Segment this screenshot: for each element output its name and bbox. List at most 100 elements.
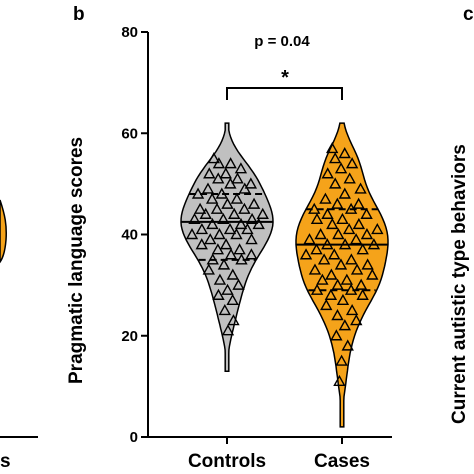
left-panel-fragment: s [0, 199, 38, 472]
data-point-cases [310, 283, 324, 295]
data-point-cases [316, 273, 329, 285]
data-point-cases [308, 263, 322, 275]
data-point-cases [350, 263, 364, 275]
data-point-cases [317, 253, 331, 265]
data-point-controls [221, 324, 235, 336]
data-point-controls [224, 177, 237, 189]
x-tick-label: Controls [188, 451, 266, 472]
data-point-controls [212, 288, 225, 300]
data-point-cases [340, 273, 354, 285]
data-point-cases [341, 339, 354, 351]
data-point-controls [205, 192, 219, 204]
data-point-cases [367, 238, 381, 250]
data-point-cases [342, 222, 356, 235]
data-point-controls [231, 172, 244, 184]
left-xlabel-fragment: s [0, 451, 11, 472]
data-point-cases [331, 197, 344, 209]
data-point-cases [330, 329, 343, 341]
data-point-controls [195, 222, 209, 235]
data-point-controls [213, 273, 227, 285]
data-point-controls [206, 253, 219, 265]
data-point-controls [201, 182, 215, 194]
data-point-controls [185, 228, 199, 240]
data-point-cases [310, 212, 324, 225]
data-point-controls [217, 258, 231, 270]
data-point-cases [349, 233, 363, 245]
y-tick-label: 80 [121, 24, 138, 41]
data-point-cases [321, 207, 334, 219]
data-point-cases [310, 243, 323, 255]
violin-controls [180, 122, 274, 372]
data-point-controls [256, 207, 269, 219]
data-point-cases [333, 374, 346, 387]
data-point-cases [319, 192, 332, 204]
data-point-controls [212, 157, 226, 169]
data-point-controls [245, 248, 258, 260]
data-point-cases [336, 293, 350, 306]
data-point-controls [244, 177, 258, 189]
left-violin-fragment [0, 199, 7, 264]
panel-label-c: c [463, 4, 474, 25]
data-point-cases [361, 258, 374, 270]
data-point-cases [324, 288, 338, 300]
significance-star: * [281, 67, 289, 89]
data-point-cases [303, 233, 316, 245]
data-point-cases [354, 278, 368, 290]
data-point-cases [299, 248, 313, 260]
data-point-controls [219, 238, 233, 250]
data-point-controls [245, 212, 259, 225]
data-point-controls [203, 167, 216, 179]
data-point-cases [371, 222, 384, 235]
y-axis-label: Pragmatic language scores [66, 137, 87, 384]
data-point-controls [193, 202, 207, 214]
data-point-cases [329, 177, 342, 189]
data-point-controls [223, 222, 237, 235]
data-point-controls [191, 187, 205, 199]
data-point-cases [344, 202, 358, 214]
data-point-cases [338, 319, 352, 331]
data-point-controls [233, 243, 246, 255]
data-point-controls [226, 293, 239, 306]
data-point-cases [338, 238, 352, 250]
significance-bracket: * p = 0.04 [226, 33, 343, 100]
data-point-controls [241, 222, 254, 235]
data-point-cases [334, 258, 348, 270]
data-point-cases [325, 268, 338, 280]
data-point-cases [321, 238, 334, 250]
data-point-cases [328, 248, 341, 260]
data-point-cases [345, 157, 359, 169]
p-value-label: p = 0.04 [254, 33, 310, 50]
data-point-controls [213, 228, 226, 240]
data-point-cases [335, 354, 348, 366]
x-tick-label: Cases [314, 451, 370, 472]
data-point-controls [224, 157, 237, 169]
data-point-controls [247, 197, 261, 209]
data-point-cases [308, 202, 321, 214]
data-point-cases [352, 197, 365, 209]
data-point-controls [227, 314, 240, 326]
data-point-controls [224, 248, 238, 260]
data-point-controls [218, 303, 231, 316]
right-panel-ylabel: Current autistic type behaviors [449, 144, 470, 424]
data-point-cases [352, 217, 366, 230]
data-point-controls [230, 228, 243, 240]
data-point-cases [320, 298, 333, 311]
data-point-cases [331, 278, 344, 290]
data-point-cases [366, 268, 379, 280]
panel-label-b: b [73, 4, 85, 25]
data-point-cases [338, 147, 351, 159]
data-point-cases [356, 288, 369, 300]
data-point-controls [202, 263, 215, 275]
data-point-cases [326, 217, 339, 230]
data-point-cases [350, 314, 363, 326]
bracket-line [226, 87, 343, 100]
violins [180, 122, 389, 428]
data-point-controls [235, 253, 248, 265]
data-point-cases [314, 228, 327, 240]
y-tick-label: 0 [130, 429, 138, 446]
data-point-controls [226, 268, 239, 280]
data-point-controls [221, 197, 234, 209]
data-point-cases [338, 187, 351, 199]
data-point-cases [344, 283, 358, 295]
data-point-controls [212, 172, 225, 184]
